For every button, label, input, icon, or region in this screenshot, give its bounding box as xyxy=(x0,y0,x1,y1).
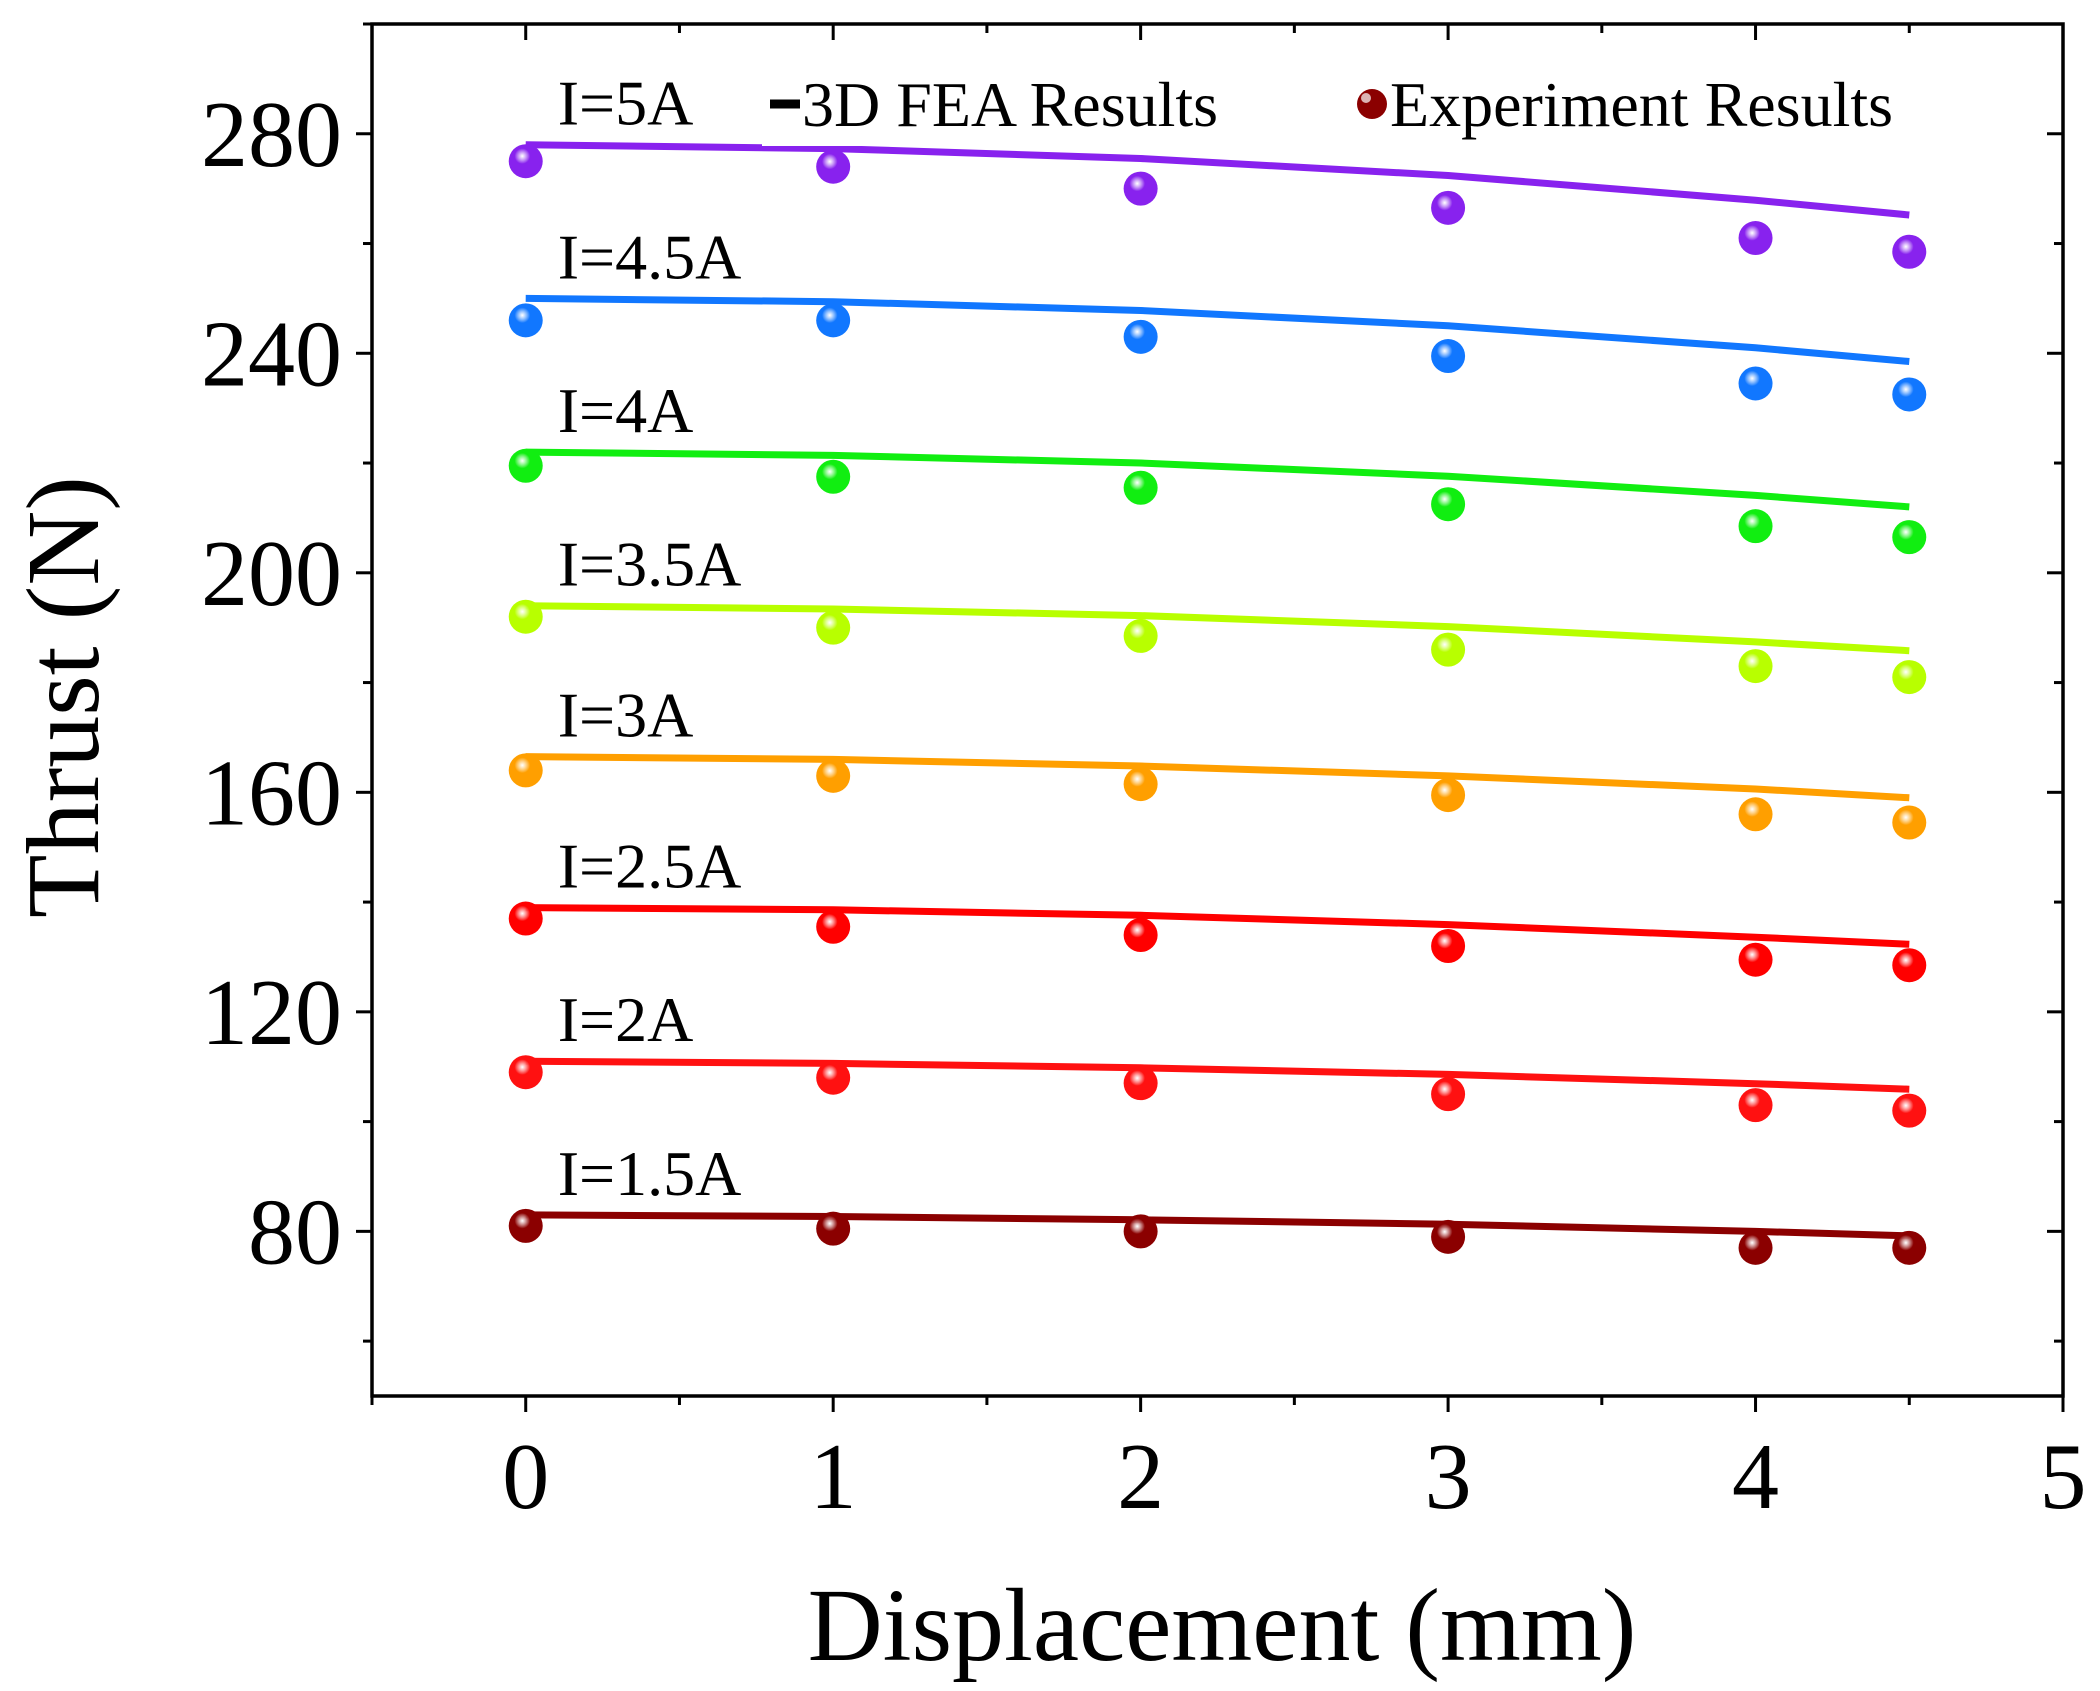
x-tick-label: 3 xyxy=(1425,1425,1472,1529)
experiment-point xyxy=(508,599,543,634)
experiment-point xyxy=(508,753,543,788)
experiment-point xyxy=(1123,1066,1158,1101)
experiment-point xyxy=(1123,767,1158,802)
fea-line xyxy=(525,602,1910,655)
experiment-point xyxy=(1431,928,1466,963)
experiment-point xyxy=(1892,1093,1927,1128)
experiment-point xyxy=(1431,778,1466,813)
series-label: I=3A xyxy=(558,680,694,751)
fea-line xyxy=(525,753,1910,802)
experiment-point xyxy=(816,909,851,944)
experiment-point xyxy=(1892,234,1927,269)
experiment-point xyxy=(508,1208,543,1243)
experiment-point xyxy=(1431,190,1466,225)
series-label: I=3.5A xyxy=(558,529,742,600)
experiment-point xyxy=(816,610,851,645)
series-label: I=5A xyxy=(558,68,694,139)
fea-line xyxy=(525,1057,1910,1093)
experiment-point xyxy=(1123,319,1158,354)
fea-line xyxy=(525,1211,1910,1240)
series-label: I=1.5A xyxy=(558,1138,742,1209)
experiment-point xyxy=(816,758,851,793)
experiment-point xyxy=(508,144,543,179)
legend-background xyxy=(762,62,2034,146)
plot-border xyxy=(370,22,2065,1398)
experiment-point xyxy=(1123,618,1158,653)
series-label: I=2.5A xyxy=(558,831,742,902)
experiment-point xyxy=(1892,948,1927,983)
experiment-point xyxy=(1738,1088,1773,1123)
experiment-point xyxy=(508,901,543,936)
y-tick-label: 160 xyxy=(201,741,342,845)
experiment-point xyxy=(1123,470,1158,505)
x-tick-label: 2 xyxy=(1117,1425,1164,1529)
y-tick-label: 280 xyxy=(201,83,342,187)
legend-experiment-label: Experiment Results xyxy=(1390,69,1893,140)
experiment-point xyxy=(816,1211,851,1246)
experiment-point xyxy=(1123,1214,1158,1249)
experiment-points xyxy=(508,144,1927,1265)
fea-lines xyxy=(525,141,1910,1240)
x-tick-label: 5 xyxy=(2040,1425,2087,1529)
experiment-point xyxy=(1892,377,1927,412)
experiment-point xyxy=(816,149,851,184)
experiment-point xyxy=(1892,660,1927,695)
plot-frame xyxy=(370,22,2065,1398)
experiment-point xyxy=(1892,805,1927,840)
series-label: I=4.5A xyxy=(558,221,742,292)
series-label: I=2A xyxy=(558,984,694,1055)
experiment-point xyxy=(1738,1230,1773,1265)
experiment-point xyxy=(1431,339,1466,374)
series-labels: I=1.5A I=2A I=2.5A I=3A I=3.5A I=4A I=4.5A I=5A xyxy=(558,68,742,1209)
legend-sphere-highlight xyxy=(1361,93,1371,103)
experiment-point xyxy=(508,448,543,483)
y-tick-label: 240 xyxy=(201,302,342,406)
experiment-point xyxy=(1431,632,1466,667)
experiment-point xyxy=(1123,918,1158,953)
fea-line xyxy=(525,904,1910,948)
experiment-point xyxy=(1738,366,1773,401)
experiment-point xyxy=(1738,649,1773,684)
x-tick-label: 0 xyxy=(502,1425,549,1529)
experiment-point xyxy=(1738,797,1773,832)
x-axis-title: Displacement (mm) xyxy=(808,1568,1637,1683)
x-tick-label: 1 xyxy=(810,1425,857,1529)
experiment-point xyxy=(1431,487,1466,522)
y-tick-label: 120 xyxy=(201,961,342,1065)
legend-sphere-swatch xyxy=(1357,89,1387,119)
experiment-point xyxy=(1431,1077,1466,1112)
experiment-point xyxy=(1431,1219,1466,1254)
legend: 3D FEA Results Experiment Results xyxy=(762,62,2034,146)
experiment-point xyxy=(816,459,851,494)
y-tick-label: 200 xyxy=(201,522,342,626)
experiment-point xyxy=(1892,520,1927,555)
experiment-point xyxy=(1738,509,1773,544)
fea-line xyxy=(525,141,1910,219)
fea-line xyxy=(525,294,1910,365)
experiment-point xyxy=(816,1060,851,1095)
y-axis-title: Thrust (N) xyxy=(6,476,121,918)
experiment-point xyxy=(816,303,851,338)
experiment-point xyxy=(1123,171,1158,206)
x-axis-ticks: 0 1 2 3 4 5 xyxy=(370,24,2087,1529)
experiment-point xyxy=(508,303,543,338)
experiment-point xyxy=(508,1055,543,1090)
series-label: I=4A xyxy=(558,375,694,446)
y-axis-ticks: 80 120 160 200 240 280 xyxy=(201,22,2063,1343)
x-tick-label: 4 xyxy=(1732,1425,1779,1529)
fea-line xyxy=(525,448,1910,511)
legend-fea-label: 3D FEA Results xyxy=(802,69,1218,140)
experiment-point xyxy=(1892,1230,1927,1265)
experiment-point xyxy=(1738,221,1773,256)
y-tick-label: 80 xyxy=(248,1180,342,1284)
experiment-point xyxy=(1738,942,1773,977)
